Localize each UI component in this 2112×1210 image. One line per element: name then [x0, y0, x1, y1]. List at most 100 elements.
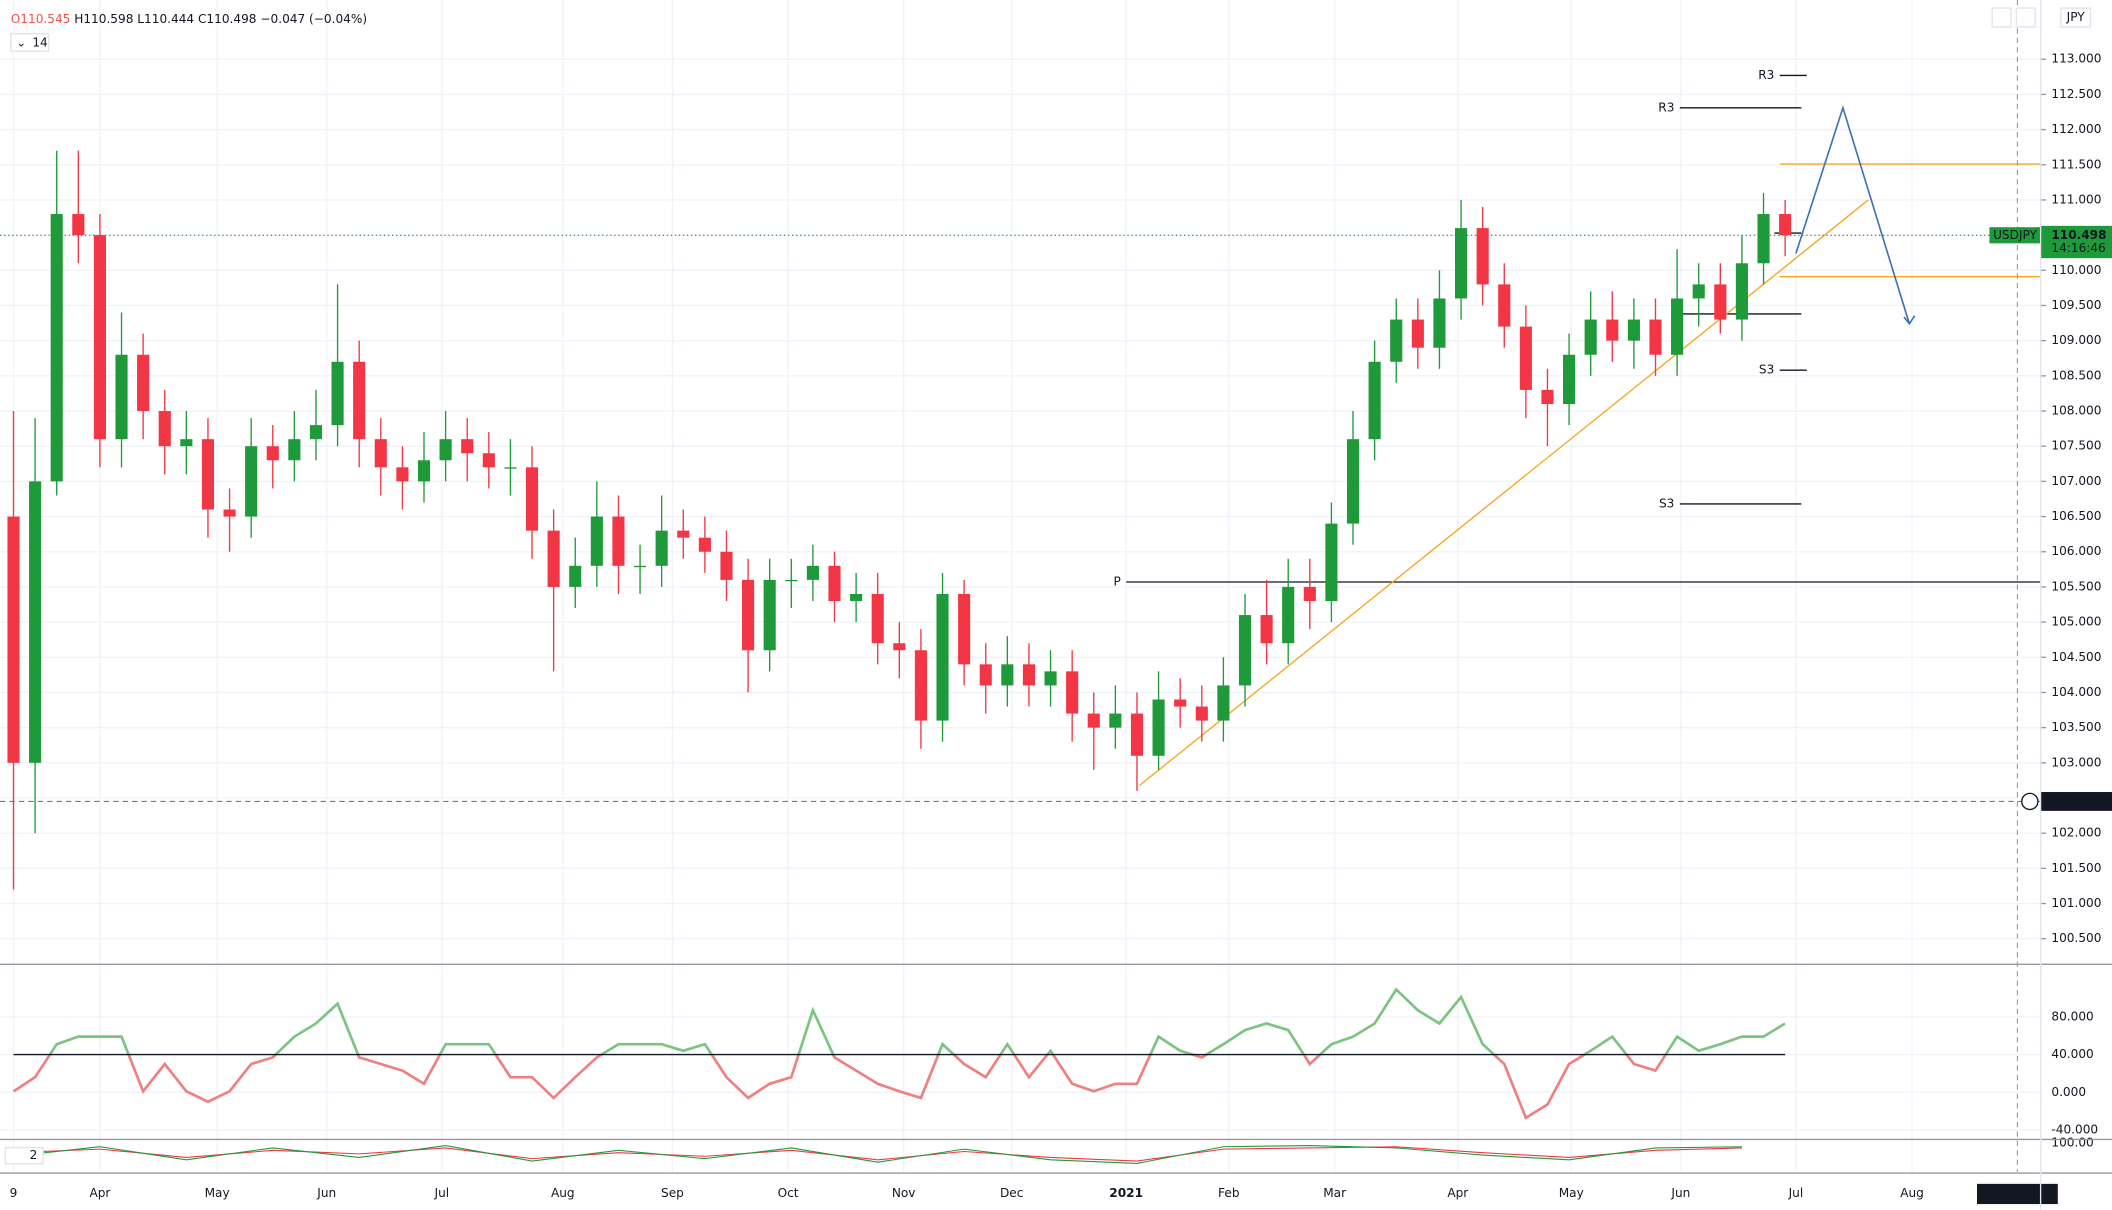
candle-body: [180, 439, 193, 447]
candle-body: [1174, 699, 1187, 707]
candle-body: [1498, 284, 1511, 327]
high: H110.598: [74, 11, 133, 25]
x-tick-label: Jun: [1670, 1186, 1690, 1200]
candle-body: [353, 361, 366, 440]
candle-body: [1217, 685, 1230, 721]
forecast-path: [1795, 105, 1911, 325]
candle-body: [1454, 228, 1468, 299]
labels: O110.545 H110.598 L110.444 C110.498 −0.0…: [4, 7, 2092, 1165]
last-price-label: 110.498: [2051, 228, 2106, 242]
candle-body: [1152, 699, 1165, 756]
y-tick-label: 112.500: [2051, 87, 2101, 101]
change: −0.047 (−0.04%): [260, 11, 367, 25]
candle-body: [871, 593, 884, 644]
candle-body: [7, 516, 20, 763]
symbol-label: USDJPY: [1993, 228, 2037, 242]
candle-body: [612, 516, 625, 566]
candle-body: [677, 530, 690, 538]
crosshair-date-label: 30 Aug '21: [1985, 1187, 2051, 1201]
candle-body: [1476, 228, 1489, 285]
y-tick-label: 113.000: [2051, 52, 2101, 66]
y-tick-label: 109.000: [2051, 333, 2101, 347]
x-tick-label: Mar: [1323, 1186, 1346, 1200]
candle-body: [569, 565, 582, 587]
candle-body: [936, 593, 949, 721]
candle-body: [115, 354, 128, 440]
candle-body: [1044, 671, 1057, 686]
currency-badge: [2060, 7, 2092, 28]
y-tick-label: 112.000: [2051, 122, 2101, 136]
candle-body: [1066, 671, 1079, 714]
candle-body: [461, 439, 474, 454]
candle-body: [1282, 586, 1295, 644]
candle-body: [633, 565, 647, 568]
x-tick-label: Apr: [1447, 1186, 1468, 1200]
currency: JPY: [2066, 10, 2086, 24]
pivot-label: R3: [1658, 100, 1674, 114]
reset-button[interactable]: [2015, 7, 2036, 28]
y-tick-label: 111.000: [2051, 192, 2101, 206]
candle-body: [1001, 664, 1014, 686]
y-tick-label: 106.500: [2051, 509, 2101, 523]
oscillator-line-up: [48, 987, 1786, 1055]
y-tick-label: 0.000: [2051, 1085, 2086, 1099]
pane-toggle[interactable]: [4, 1146, 44, 1165]
candle-body: [590, 516, 603, 566]
candle-body: [1368, 361, 1381, 440]
y-tick-label: 100.500: [2051, 931, 2101, 945]
candle-body: [1671, 298, 1684, 355]
candle-body: [1130, 713, 1144, 756]
candle-body: [655, 530, 668, 566]
y-tick-label: 105.500: [2051, 579, 2101, 593]
candle-body: [1584, 319, 1597, 355]
y-tick-label: 105.000: [2051, 615, 2101, 629]
indicator-toggle[interactable]: [10, 32, 50, 52]
scroll-button[interactable]: [1991, 7, 2012, 28]
candle-body: [698, 537, 711, 552]
x-tick-label: Jul: [434, 1186, 450, 1200]
candle-body: [1303, 586, 1316, 601]
x-tick-label: Apr: [89, 1186, 110, 1200]
candle-body: [828, 565, 841, 601]
candle-body: [29, 481, 42, 763]
candle-body: [785, 579, 798, 582]
indicator-label: 14: [32, 36, 48, 50]
x-tick-label: Aug: [1900, 1186, 1924, 1200]
y-tick-label: 110.000: [2051, 263, 2101, 277]
stochastic-line: [13, 1144, 1742, 1164]
pivot-label: R3: [1758, 68, 1774, 82]
candle-body: [1260, 615, 1273, 644]
candle-body: [1779, 214, 1792, 236]
candle-body: [1735, 263, 1748, 320]
candle-body: [1433, 298, 1446, 348]
candle-body: [417, 460, 431, 482]
x-tick-label: Dec: [1000, 1186, 1023, 1200]
x-tick-label: May: [205, 1186, 230, 1200]
candle-body: [482, 453, 495, 468]
crosshair-price-label: 102.451: [2051, 794, 2106, 808]
candle-body: [1390, 319, 1403, 362]
candle-body: [50, 214, 63, 482]
y-tick-label: 100.00: [2051, 1136, 2093, 1150]
candle-body: [958, 593, 971, 665]
candle-body: [1714, 284, 1727, 320]
candle-body: [72, 214, 85, 236]
candle-body: [223, 509, 236, 517]
candle-body: [1346, 439, 1360, 524]
x-tick-label: Sep: [661, 1186, 684, 1200]
candle-body: [266, 446, 279, 461]
candle-body: [1238, 615, 1252, 686]
x-tick-label: May: [1559, 1186, 1584, 1200]
oscillator-line-down: [12, 1054, 1668, 1120]
candle-body: [525, 467, 539, 531]
candle-body: [1022, 664, 1036, 686]
x-tick-label: Nov: [892, 1186, 916, 1200]
y-tick-label: 103.500: [2051, 720, 2101, 734]
candle-body: [331, 361, 344, 426]
candle-body: [1541, 389, 1554, 404]
candle-body: [288, 439, 301, 461]
